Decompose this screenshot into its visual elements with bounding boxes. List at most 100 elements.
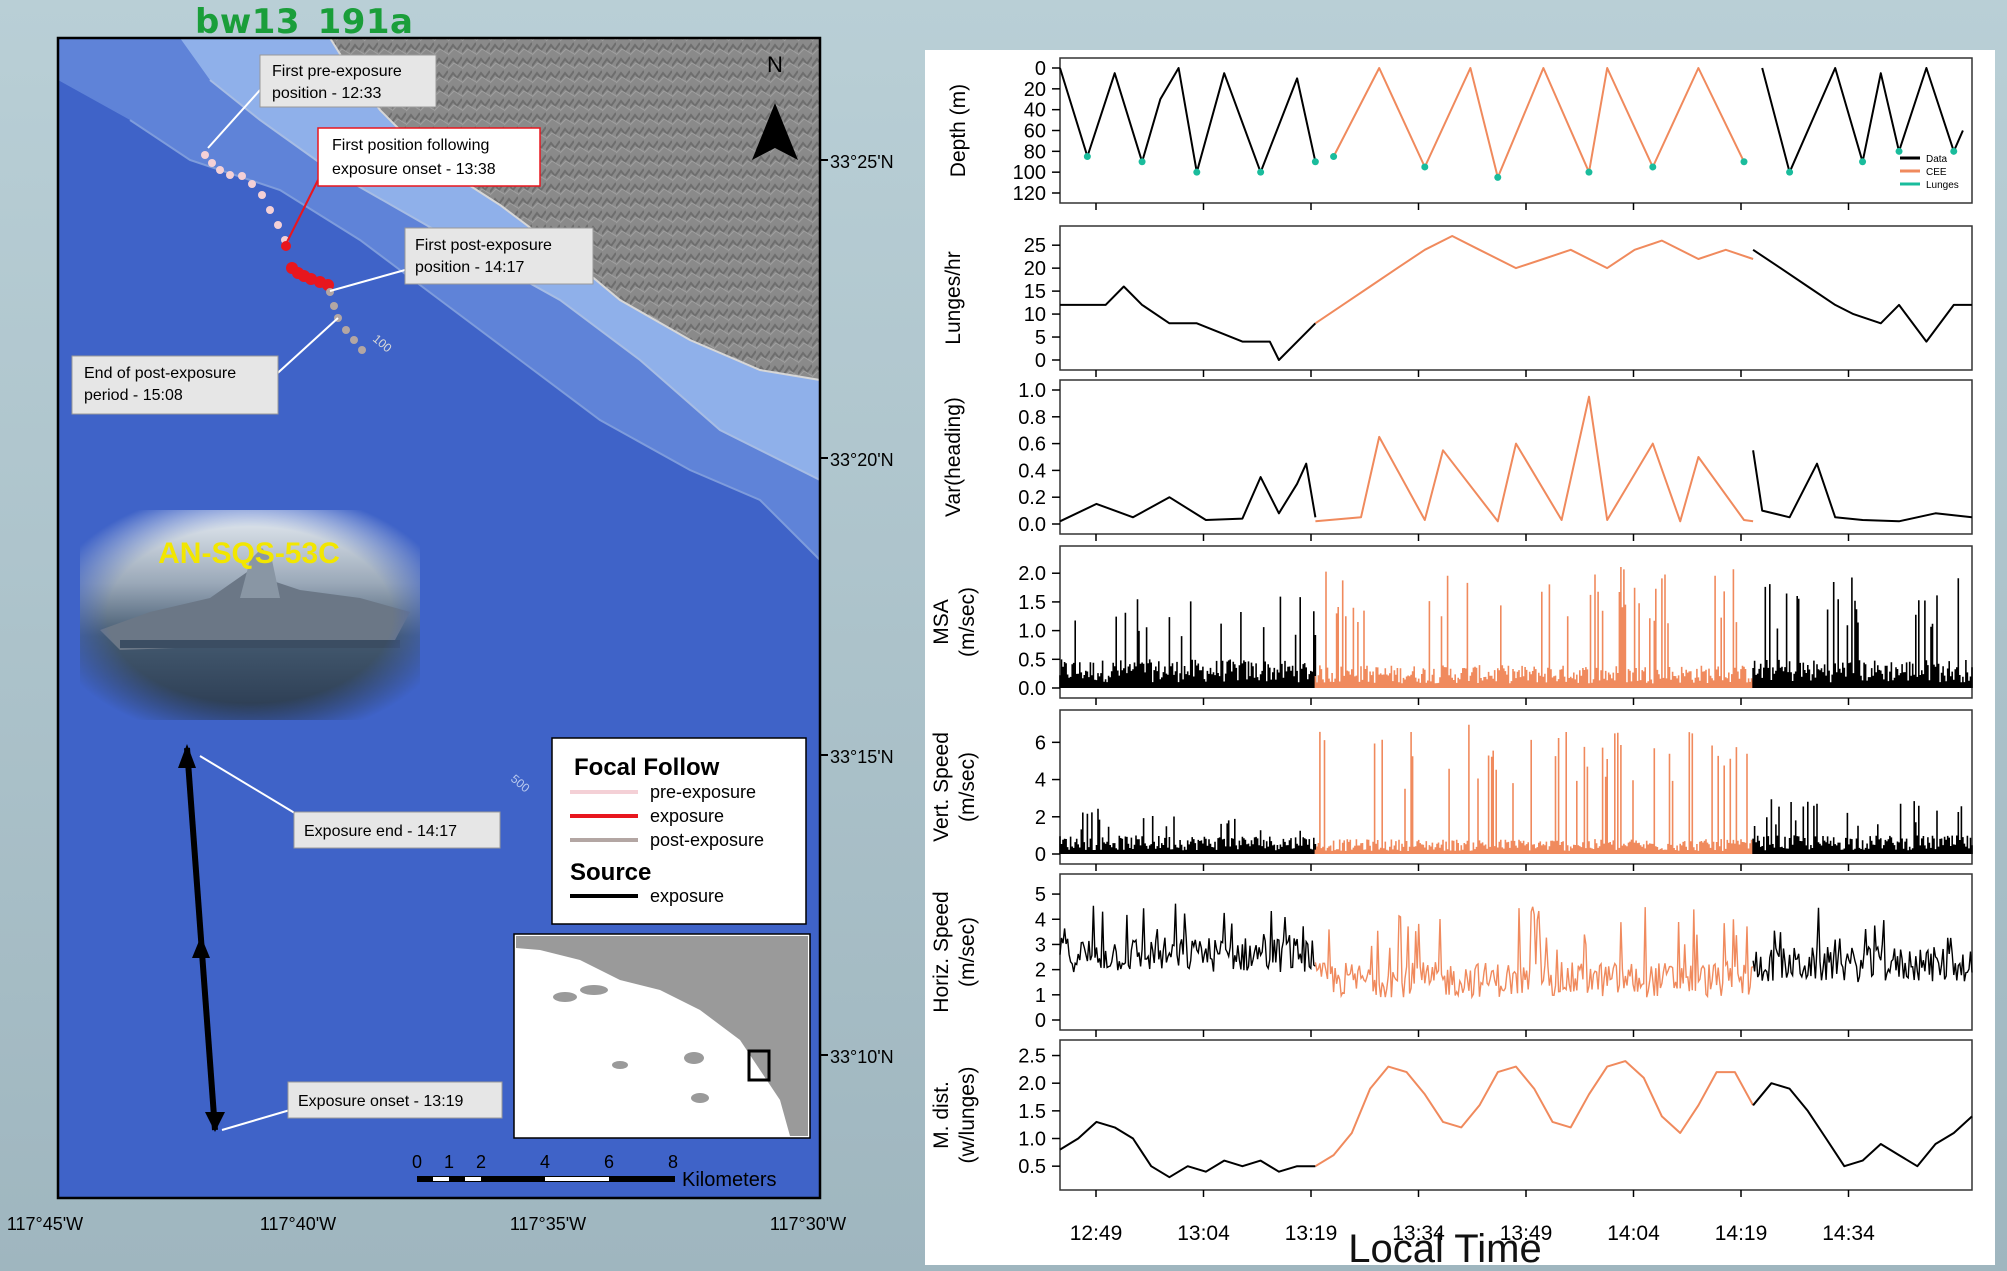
svg-text:First pre-exposure: First pre-exposure xyxy=(272,63,402,80)
lunge-point xyxy=(1740,158,1748,166)
x-tick-label: 14:04 xyxy=(1607,1222,1660,1245)
panel-frame xyxy=(1059,379,1973,535)
series-line-data xyxy=(1752,1082,1973,1168)
y-tick-label: 0.4 xyxy=(1018,460,1046,482)
legend-label: CEE xyxy=(1926,167,1947,178)
svg-text:Exposure onset - 13:19: Exposure onset - 13:19 xyxy=(298,1093,464,1110)
series-line-cee xyxy=(1314,906,1754,1000)
lunge-point xyxy=(1786,168,1794,176)
series-line-cee xyxy=(1314,235,1754,325)
svg-text:0: 0 xyxy=(412,1152,422,1172)
source-track xyxy=(178,744,225,1132)
lon-labels: 117°45'W 117°40'W 117°35'W 117°30'W xyxy=(7,1214,846,1234)
y-axis-label-units: (m/sec) xyxy=(956,587,979,657)
svg-text:4: 4 xyxy=(540,1152,550,1172)
panel-7: 0.5 1.0 1.5 2.0 2.5 M. dist. (w/lunges) xyxy=(930,1039,1973,1197)
panel-frame xyxy=(1059,225,1973,371)
panel-5: 0 2 4 6 Vert. Speed (m/sec) xyxy=(930,709,1973,871)
y-tick-label: 25 xyxy=(1024,235,1046,257)
series-line-cee xyxy=(1315,395,1754,523)
svg-text:pre-exposure: pre-exposure xyxy=(650,782,756,802)
callout-exposure-end: Exposure end - 14:17 xyxy=(199,755,501,849)
ship-photo xyxy=(80,510,420,720)
svg-text:1: 1 xyxy=(444,1152,454,1172)
series-line-data xyxy=(1752,248,1972,343)
y-axis-label: Vert. Speed xyxy=(930,732,953,842)
y-tick-label: 100 xyxy=(1013,162,1046,184)
lunge-point xyxy=(1950,147,1958,155)
y-tick-label: 2 xyxy=(1035,807,1046,829)
y-tick-label: 0 xyxy=(1035,350,1046,372)
map-legend: Focal Follow pre-exposure exposure post-… xyxy=(551,737,807,925)
lat-label-33-15: 33°15'N xyxy=(830,747,894,767)
svg-text:First position following: First position following xyxy=(332,137,489,154)
y-tick-label: 2.0 xyxy=(1018,563,1046,585)
series-line-data xyxy=(1059,1120,1316,1179)
lunge-point xyxy=(1330,153,1338,161)
lon-label-117-35: 117°35'W xyxy=(510,1214,586,1234)
lon-label-117-30: 117°30'W xyxy=(770,1214,846,1234)
y-tick-label: 20 xyxy=(1024,79,1046,101)
svg-text:Exposure end - 14:17: Exposure end - 14:17 xyxy=(304,823,457,840)
y-tick-label: 40 xyxy=(1024,100,1046,122)
lunge-point xyxy=(1494,173,1502,181)
pre-exposure-track xyxy=(201,151,289,244)
series-line-cee xyxy=(1314,1060,1754,1168)
svg-text:exposure: exposure xyxy=(650,806,724,826)
y-tick-label: 3 xyxy=(1035,934,1046,956)
y-tick-label: 0.5 xyxy=(1018,649,1046,671)
y-tick-label: 20 xyxy=(1024,258,1046,280)
series-bars-data xyxy=(1059,596,1317,688)
y-tick-label: 1 xyxy=(1035,985,1046,1007)
panel-4: 0.0 0.5 1.0 1.5 2.0 MSA (m/sec) xyxy=(930,545,1973,705)
x-tick-label: 14:34 xyxy=(1822,1222,1875,1245)
y-axis-label: Lunges/hr xyxy=(942,251,965,344)
panel-3: 0.0 0.2 0.4 0.6 0.8 1.0 Var(heading) xyxy=(942,379,1973,541)
y-axis-label-units: (w/lunges) xyxy=(956,1067,979,1164)
x-axis-label: Local Time xyxy=(1348,1227,1541,1271)
y-axis-label: Depth (m) xyxy=(947,84,970,177)
callout-exposure-onset: Exposure onset - 13:19 xyxy=(221,1081,503,1131)
y-tick-label: 6 xyxy=(1035,732,1046,754)
y-tick-label: 2.5 xyxy=(1018,1046,1046,1068)
y-tick-label: 120 xyxy=(1013,183,1046,205)
y-tick-label: 1.0 xyxy=(1018,380,1046,402)
svg-text:6: 6 xyxy=(604,1152,614,1172)
y-tick-label: 1.5 xyxy=(1018,1101,1046,1123)
y-axis-label: M. dist. xyxy=(930,1081,953,1149)
series-line-cee xyxy=(1332,67,1745,179)
map-panel: 100 500 N First pre-exposu xyxy=(7,36,894,1234)
land-terrain xyxy=(330,38,820,380)
y-axis-label: Var(heading) xyxy=(942,397,965,517)
y-tick-label: 5 xyxy=(1035,884,1046,906)
inset-study-area-box xyxy=(747,1049,771,1082)
svg-text:period - 15:08: period - 15:08 xyxy=(84,387,183,404)
lunge-point xyxy=(1895,147,1903,155)
x-tick-label: 13:49 xyxy=(1500,1222,1553,1245)
svg-text:exposure: exposure xyxy=(650,886,724,906)
y-tick-label: 0.6 xyxy=(1018,434,1046,456)
y-tick-label: 0 xyxy=(1035,844,1046,866)
svg-text:First post-exposure: First post-exposure xyxy=(415,237,552,254)
x-tick-label: 13:04 xyxy=(1177,1222,1230,1245)
lunge-point xyxy=(1138,158,1146,166)
callout-end-post: End of post-exposure period - 15:08 xyxy=(71,317,339,415)
lat-label-33-20: 33°20'N xyxy=(830,450,894,470)
y-axis-label-units: (m/sec) xyxy=(956,917,979,987)
y-tick-label: 0.0 xyxy=(1018,514,1046,536)
series-bars-data xyxy=(1752,577,1973,688)
contour-500 xyxy=(129,119,821,561)
series-bars-cee xyxy=(1314,724,1754,854)
x-tick-label: 14:19 xyxy=(1715,1222,1768,1245)
y-tick-label: 1.0 xyxy=(1018,621,1046,643)
north-arrow: N xyxy=(752,52,798,160)
y-tick-label: 80 xyxy=(1024,141,1046,163)
inset-locator-map xyxy=(513,933,811,1139)
svg-text:position - 12:33: position - 12:33 xyxy=(272,85,382,102)
lunge-point xyxy=(1311,158,1319,166)
y-tick-label: 5 xyxy=(1035,327,1046,349)
series-bars-cee xyxy=(1314,567,1754,688)
series-line-data xyxy=(1059,903,1316,973)
lon-label-117-45: 117°45'W xyxy=(7,1214,83,1234)
